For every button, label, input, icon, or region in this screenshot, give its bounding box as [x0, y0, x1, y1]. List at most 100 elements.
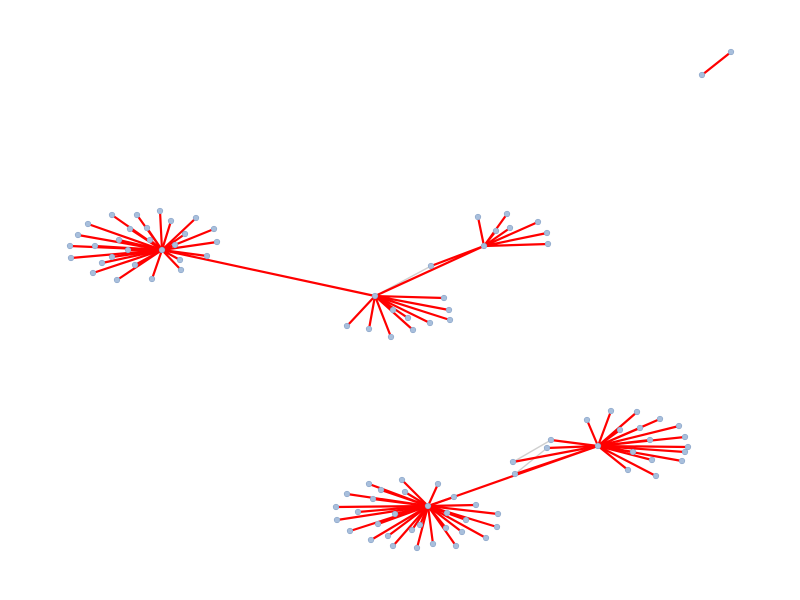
spoke-edge — [482, 242, 550, 248]
leaf-node — [389, 542, 397, 550]
spoke-edge — [91, 248, 164, 275]
leaf-node — [534, 218, 542, 226]
leaf-node — [66, 242, 74, 250]
leaf-node — [333, 516, 341, 524]
leaf-node — [583, 416, 591, 424]
spoke-edge — [356, 504, 430, 514]
hub-node — [424, 502, 432, 510]
spoke-edge — [418, 504, 430, 527]
spoke-edge — [150, 248, 164, 281]
edges-layer — [68, 50, 733, 550]
spoke-edge — [549, 438, 600, 448]
spoke-edge — [373, 294, 451, 312]
leaf-node — [374, 520, 382, 528]
spoke-edge — [426, 504, 488, 540]
leaf-node — [346, 527, 354, 535]
leaf-node — [474, 213, 482, 221]
spoke-edge — [373, 294, 446, 300]
spoke-edge — [585, 418, 600, 448]
leaf-node — [543, 229, 551, 237]
leaf-node — [377, 486, 385, 494]
leaf-node — [633, 408, 641, 416]
spoke-edge — [596, 444, 658, 478]
leaf-node — [84, 220, 92, 228]
leaf-node — [416, 521, 424, 529]
leaf-node — [493, 523, 501, 531]
leaf-node — [391, 510, 399, 518]
spoke-edge — [482, 229, 498, 248]
leaf-node — [547, 436, 555, 444]
leaf-node — [108, 211, 116, 219]
leaf-node — [452, 542, 460, 550]
spoke-edge — [334, 504, 430, 509]
leaf-node — [74, 231, 82, 239]
leaf-node — [384, 532, 392, 540]
spoke-edge — [596, 426, 642, 448]
leaf-node — [413, 544, 421, 552]
leaf-node — [503, 210, 511, 218]
leaf-node — [203, 252, 211, 260]
leaf-node — [369, 495, 377, 503]
spoke-edge — [596, 424, 681, 448]
leaf-node — [684, 443, 692, 451]
spoke-edge — [133, 248, 164, 267]
spoke-edge — [367, 294, 377, 331]
leaf-node — [681, 433, 689, 441]
leaf-node — [408, 526, 416, 534]
spoke-edge — [393, 504, 430, 516]
hub-node — [480, 242, 488, 250]
spoke-edge — [596, 438, 652, 448]
leaf-node — [458, 528, 466, 536]
leaf-node — [426, 319, 434, 327]
spoke-edge — [379, 488, 430, 508]
hub-link-edge — [160, 248, 377, 298]
leaf-node — [443, 509, 451, 517]
leaf-node — [181, 230, 189, 238]
leaf-node — [492, 227, 500, 235]
leaf-node — [616, 426, 624, 434]
hub-node — [371, 292, 379, 300]
leaf-node — [387, 333, 395, 341]
leaf-node — [427, 262, 435, 270]
leaf-node — [440, 294, 448, 302]
spoke-edge — [373, 294, 452, 322]
leaf-node — [67, 254, 75, 262]
leaf-node — [89, 269, 97, 277]
spoke-edge — [391, 504, 430, 548]
spoke-edge — [596, 409, 613, 448]
leaf-node — [146, 236, 154, 244]
isolated-node — [727, 48, 735, 56]
leaf-node — [354, 508, 362, 516]
spoke-edge — [596, 444, 635, 454]
spoke-edge — [158, 209, 164, 252]
leaf-node — [446, 316, 454, 324]
leaf-node — [389, 306, 397, 314]
spoke-edge — [482, 220, 540, 248]
gray-edge — [514, 447, 548, 475]
leaf-node — [434, 480, 442, 488]
nodes-layer — [66, 48, 735, 552]
leaf-node — [343, 490, 351, 498]
leaf-node — [192, 214, 200, 222]
spoke-edge — [426, 504, 435, 546]
spoke-edge — [373, 294, 432, 325]
leaf-node — [675, 422, 683, 430]
leaf-node — [494, 510, 502, 518]
spoke-edge — [511, 444, 600, 464]
leaf-node — [472, 501, 480, 509]
leaf-node — [91, 242, 99, 250]
spoke-edge — [345, 294, 377, 328]
spoke-edge — [545, 444, 600, 450]
isolated-node — [698, 71, 706, 79]
leaf-node — [113, 276, 121, 284]
spoke-edge — [400, 478, 430, 508]
spoke-edge — [160, 219, 173, 252]
leaf-node — [629, 448, 637, 456]
spoke-edge — [482, 231, 549, 248]
leaf-node — [656, 415, 664, 423]
spoke-edge — [476, 215, 486, 248]
leaf-node — [404, 314, 412, 322]
leaf-node — [462, 516, 470, 524]
leaf-node — [332, 503, 340, 511]
